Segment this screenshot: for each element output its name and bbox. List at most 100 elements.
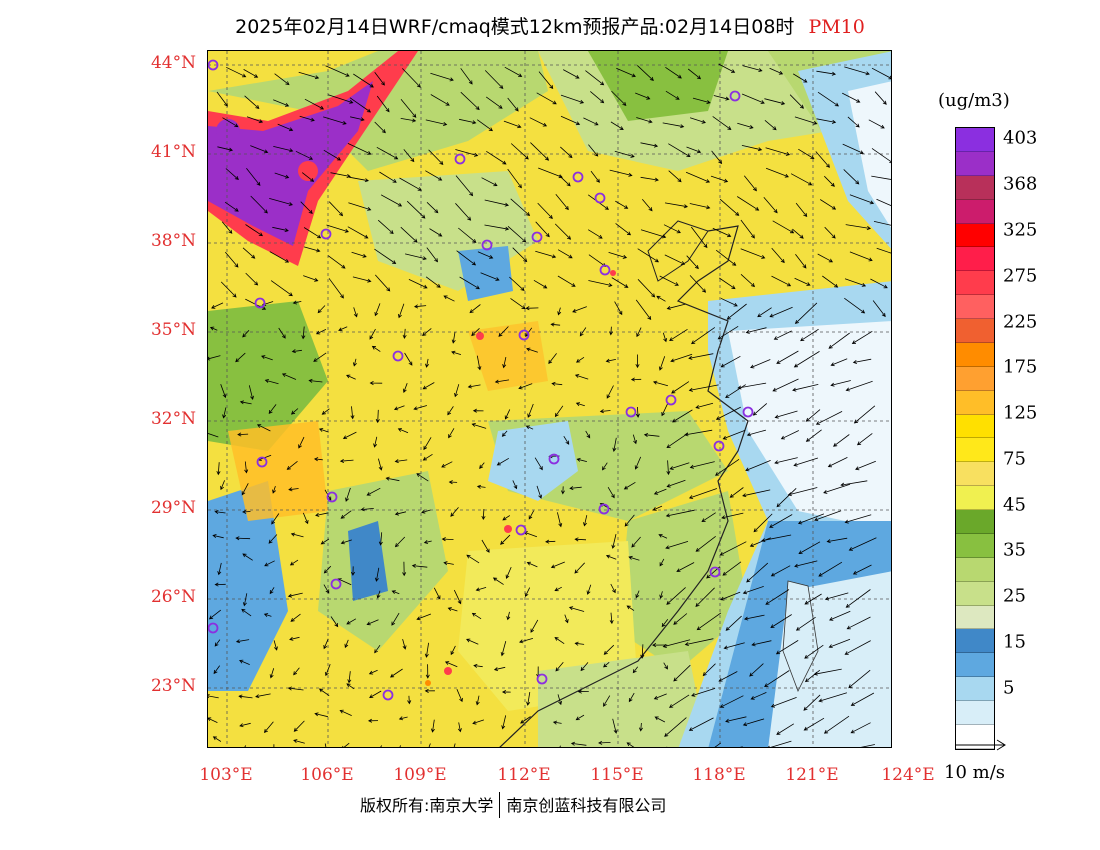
- wind-arrow: [342, 742, 350, 747]
- wind-arrow: [208, 431, 219, 438]
- longitude-label: 109°E: [393, 765, 447, 785]
- wind-arrow: [840, 480, 868, 487]
- wind-arrow: [304, 98, 325, 110]
- wind-arrow: [473, 663, 483, 668]
- wind-arrow: [368, 669, 378, 675]
- wind-arrow: [241, 483, 249, 496]
- wind-arrow: [469, 304, 481, 314]
- wind-arrow: [471, 612, 482, 620]
- city-marker: [254, 297, 266, 309]
- wind-arrow: [798, 541, 821, 555]
- wind-arrow: [574, 562, 585, 574]
- wind-arrow: [608, 252, 628, 259]
- wind-arrow: [393, 405, 405, 411]
- latitude-label: 38°N: [150, 231, 196, 251]
- wind-arrow: [673, 613, 688, 625]
- wind-arrow: [849, 251, 873, 262]
- wind-arrow: [350, 566, 356, 576]
- wind-arrow: [261, 355, 273, 361]
- wind-arrow: [525, 425, 534, 430]
- wind-arrow: [347, 671, 352, 684]
- wind-arrow: [525, 306, 539, 311]
- wind-arrow: [603, 661, 610, 668]
- wind-arrow: [774, 410, 798, 419]
- wind-arrow: [423, 437, 432, 451]
- wind-arrow: [712, 116, 732, 130]
- wind-arrow: [819, 199, 837, 210]
- wind-arrow: [458, 227, 477, 243]
- wind-arrow: [350, 406, 355, 420]
- wind-arrow: [870, 278, 888, 289]
- wind-arrow: [702, 663, 716, 677]
- wind-arrow: [598, 740, 611, 745]
- wind-arrow: [653, 488, 667, 495]
- wind-arrow: [273, 146, 294, 153]
- wind-arrow: [575, 714, 585, 721]
- wind-arrow: [237, 432, 249, 437]
- wind-arrow: [250, 145, 269, 154]
- wind-arrow: [398, 303, 405, 319]
- wind-arrow: [557, 275, 576, 287]
- wind-arrow: [400, 118, 417, 123]
- legend-label: 75: [1003, 448, 1026, 470]
- legend-swatch: [956, 533, 994, 558]
- wind-arrow: [603, 644, 615, 655]
- wind-arrow: [378, 458, 383, 471]
- wind-arrow: [346, 618, 357, 625]
- wind-arrow: [328, 278, 344, 299]
- wind-arrow: [689, 461, 715, 469]
- legend-label: 368: [1003, 173, 1038, 195]
- wind-arrow: [725, 384, 746, 399]
- wind-arrow: [555, 193, 569, 211]
- wind-arrow: [771, 247, 785, 264]
- wind-arrow: [816, 118, 837, 124]
- wind-arrow: [340, 539, 352, 545]
- wind-arrow: [456, 689, 463, 703]
- wind-arrow: [690, 226, 708, 249]
- wind-arrow: [765, 147, 791, 156]
- wind-arrow: [555, 662, 564, 672]
- wind-arrow: [302, 512, 309, 525]
- legend-swatch: [956, 247, 994, 272]
- wind-arrow: [533, 279, 548, 289]
- wind-arrow: [765, 589, 790, 605]
- wind-arrow: [353, 73, 374, 88]
- wind-arrow: [687, 68, 702, 80]
- wind-arrow: [448, 428, 455, 439]
- wind-arrow: [689, 203, 711, 210]
- wind-arrow: [242, 509, 251, 514]
- wind-arrow: [638, 722, 643, 732]
- wind-arrow: [216, 462, 221, 476]
- wind-arrow: [327, 255, 346, 269]
- wind-arrow: [293, 720, 305, 732]
- wind-arrow: [719, 541, 747, 556]
- wind-arrow: [575, 402, 585, 407]
- wind-arrow: [323, 565, 332, 574]
- wind-arrow: [289, 559, 299, 566]
- legend-swatch: [956, 295, 994, 319]
- wind-arrow: [740, 248, 766, 259]
- forecast-map[interactable]: [207, 50, 892, 748]
- wind-arrow: [501, 690, 511, 695]
- wind-arrow: [500, 640, 507, 657]
- wind-arrow: [430, 72, 454, 82]
- wind-arrow: [876, 247, 891, 254]
- wind-arrow: [217, 562, 222, 576]
- wind-arrow: [408, 279, 428, 289]
- longitude-label: 112°E: [497, 765, 551, 785]
- wind-arrow: [536, 92, 557, 105]
- wind-arrow: [484, 224, 510, 231]
- longitude-label: 115°E: [590, 765, 644, 785]
- wind-arrow: [612, 718, 618, 734]
- latitude-label: 41°N: [150, 142, 196, 162]
- wind-arrow: [400, 226, 418, 243]
- wind-arrow: [376, 590, 381, 599]
- legend-swatch: [956, 151, 994, 176]
- wind-arrow: [749, 663, 764, 677]
- wind-arrow: [270, 280, 293, 297]
- wind-arrow: [453, 743, 456, 747]
- wind-arrow: [720, 355, 741, 368]
- wind-arrow: [719, 277, 736, 290]
- longitude-label: 106°E: [300, 765, 354, 785]
- wind-arrow: [742, 718, 765, 727]
